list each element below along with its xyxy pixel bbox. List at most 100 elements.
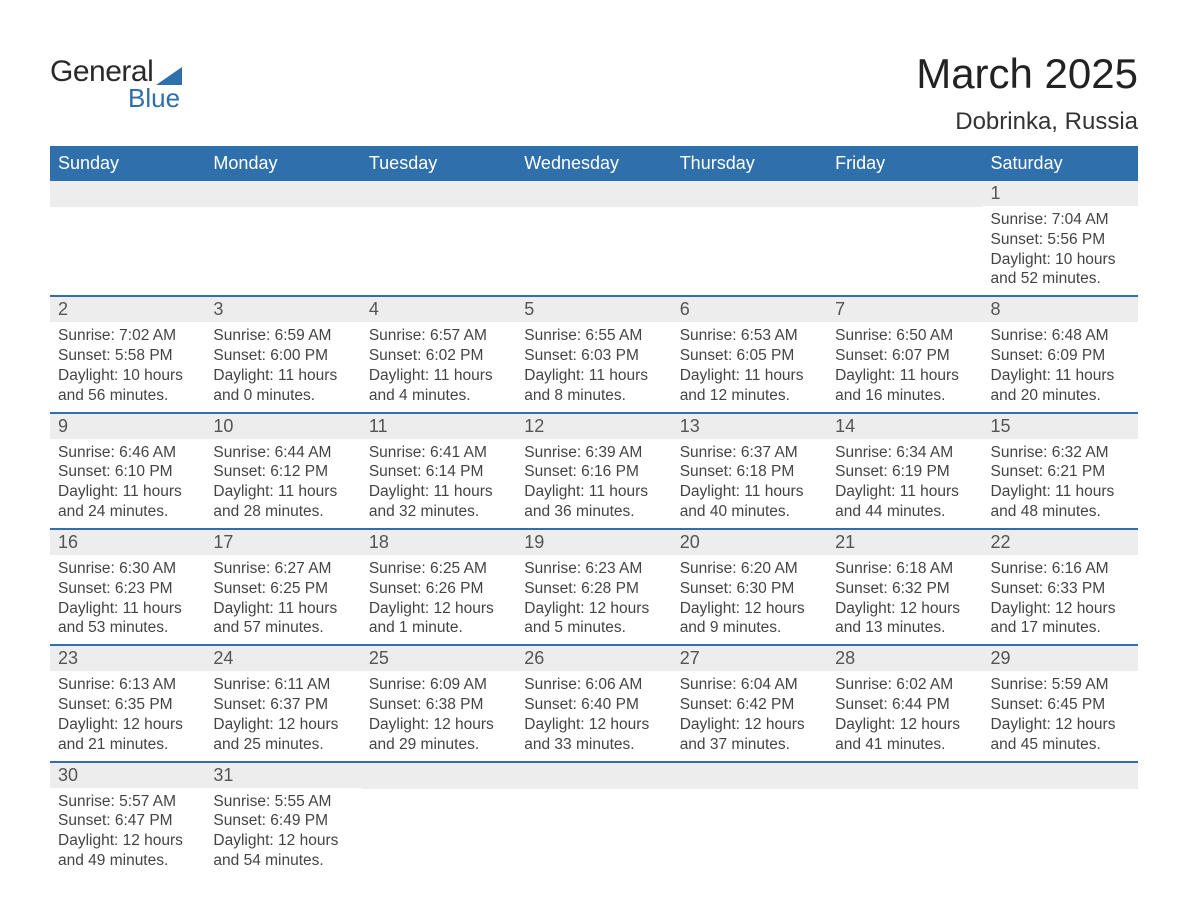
day-details: Sunrise: 6:23 AMSunset: 6:28 PMDaylight:… [516, 555, 671, 644]
day-number: 31 [205, 763, 360, 788]
calendar-cell: 30Sunrise: 5:57 AMSunset: 6:47 PMDayligh… [50, 763, 205, 877]
sunrise-text: Sunrise: 6:53 AM [680, 326, 819, 346]
day-number: 14 [827, 414, 982, 439]
calendar-cell: 29Sunrise: 5:59 AMSunset: 6:45 PMDayligh… [983, 646, 1138, 760]
calendar-cell [827, 763, 982, 877]
daylight-line1: Daylight: 12 hours [213, 715, 352, 735]
calendar-cell: 17Sunrise: 6:27 AMSunset: 6:25 PMDayligh… [205, 530, 360, 644]
daylight-line1: Daylight: 11 hours [58, 599, 197, 619]
sunset-text: Sunset: 6:16 PM [524, 462, 663, 482]
calendar-cell: 16Sunrise: 6:30 AMSunset: 6:23 PMDayligh… [50, 530, 205, 644]
daylight-line2: and 29 minutes. [369, 735, 508, 755]
day-details: Sunrise: 6:02 AMSunset: 6:44 PMDaylight:… [827, 671, 982, 760]
day-number [516, 181, 671, 207]
daylight-line1: Daylight: 11 hours [835, 366, 974, 386]
daylight-line2: and 24 minutes. [58, 502, 197, 522]
daylight-line2: and 28 minutes. [213, 502, 352, 522]
calendar-cell: 28Sunrise: 6:02 AMSunset: 6:44 PMDayligh… [827, 646, 982, 760]
calendar-cell: 12Sunrise: 6:39 AMSunset: 6:16 PMDayligh… [516, 414, 671, 528]
calendar-cell [672, 181, 827, 295]
daylight-line2: and 49 minutes. [58, 851, 197, 871]
sunset-text: Sunset: 6:00 PM [213, 346, 352, 366]
day-details: Sunrise: 6:06 AMSunset: 6:40 PMDaylight:… [516, 671, 671, 760]
sunrise-text: Sunrise: 6:27 AM [213, 559, 352, 579]
daylight-line1: Daylight: 10 hours [991, 250, 1130, 270]
calendar-week: 1Sunrise: 7:04 AMSunset: 5:56 PMDaylight… [50, 181, 1138, 297]
sunset-text: Sunset: 6:14 PM [369, 462, 508, 482]
daylight-line1: Daylight: 12 hours [835, 599, 974, 619]
header: General Blue March 2025 Dobrinka, Russia [50, 30, 1138, 136]
sunrise-text: Sunrise: 6:37 AM [680, 443, 819, 463]
calendar-cell: 14Sunrise: 6:34 AMSunset: 6:19 PMDayligh… [827, 414, 982, 528]
daylight-line2: and 53 minutes. [58, 618, 197, 638]
weekday-header: Thursday [672, 146, 827, 181]
day-number [983, 763, 1138, 789]
day-number: 6 [672, 297, 827, 322]
daylight-line2: and 12 minutes. [680, 386, 819, 406]
brand-logo: General Blue [50, 55, 182, 114]
day-number: 26 [516, 646, 671, 671]
daylight-line1: Daylight: 12 hours [991, 599, 1130, 619]
sunset-text: Sunset: 5:58 PM [58, 346, 197, 366]
day-number: 11 [361, 414, 516, 439]
day-details: Sunrise: 6:13 AMSunset: 6:35 PMDaylight:… [50, 671, 205, 760]
calendar-cell [672, 763, 827, 877]
day-details: Sunrise: 5:59 AMSunset: 6:45 PMDaylight:… [983, 671, 1138, 760]
sunrise-text: Sunrise: 6:55 AM [524, 326, 663, 346]
daylight-line1: Daylight: 11 hours [213, 482, 352, 502]
calendar-cell: 31Sunrise: 5:55 AMSunset: 6:49 PMDayligh… [205, 763, 360, 877]
sunset-text: Sunset: 6:02 PM [369, 346, 508, 366]
sunrise-text: Sunrise: 6:39 AM [524, 443, 663, 463]
calendar-cell [516, 763, 671, 877]
day-number: 30 [50, 763, 205, 788]
weekday-header-row: SundayMondayTuesdayWednesdayThursdayFrid… [50, 146, 1138, 181]
daylight-line2: and 0 minutes. [213, 386, 352, 406]
daylight-line1: Daylight: 11 hours [58, 482, 197, 502]
weekday-header: Monday [205, 146, 360, 181]
day-details: Sunrise: 7:02 AMSunset: 5:58 PMDaylight:… [50, 322, 205, 411]
calendar-cell [361, 181, 516, 295]
sunset-text: Sunset: 6:33 PM [991, 579, 1130, 599]
sunset-text: Sunset: 6:09 PM [991, 346, 1130, 366]
weekday-header: Saturday [983, 146, 1138, 181]
weekday-header: Tuesday [361, 146, 516, 181]
sunrise-text: Sunrise: 6:18 AM [835, 559, 974, 579]
daylight-line2: and 44 minutes. [835, 502, 974, 522]
day-details: Sunrise: 6:11 AMSunset: 6:37 PMDaylight:… [205, 671, 360, 760]
location-label: Dobrinka, Russia [916, 108, 1138, 136]
weeks-container: 1Sunrise: 7:04 AMSunset: 5:56 PMDaylight… [50, 181, 1138, 877]
calendar-cell: 5Sunrise: 6:55 AMSunset: 6:03 PMDaylight… [516, 297, 671, 411]
sunrise-text: Sunrise: 6:46 AM [58, 443, 197, 463]
sunrise-text: Sunrise: 6:30 AM [58, 559, 197, 579]
daylight-line1: Daylight: 12 hours [680, 715, 819, 735]
daylight-line1: Daylight: 10 hours [58, 366, 197, 386]
daylight-line1: Daylight: 12 hours [369, 599, 508, 619]
sunrise-text: Sunrise: 7:02 AM [58, 326, 197, 346]
day-details: Sunrise: 6:34 AMSunset: 6:19 PMDaylight:… [827, 439, 982, 528]
sunrise-text: Sunrise: 5:59 AM [991, 675, 1130, 695]
day-number [672, 181, 827, 207]
calendar-cell: 3Sunrise: 6:59 AMSunset: 6:00 PMDaylight… [205, 297, 360, 411]
sunset-text: Sunset: 6:32 PM [835, 579, 974, 599]
daylight-line1: Daylight: 11 hours [524, 366, 663, 386]
sunrise-text: Sunrise: 6:41 AM [369, 443, 508, 463]
daylight-line2: and 17 minutes. [991, 618, 1130, 638]
day-details: Sunrise: 6:55 AMSunset: 6:03 PMDaylight:… [516, 322, 671, 411]
calendar-cell [205, 181, 360, 295]
daylight-line2: and 25 minutes. [213, 735, 352, 755]
daylight-line2: and 45 minutes. [991, 735, 1130, 755]
day-number: 2 [50, 297, 205, 322]
day-number: 23 [50, 646, 205, 671]
day-number [827, 181, 982, 207]
day-number: 19 [516, 530, 671, 555]
calendar-cell [827, 181, 982, 295]
daylight-line1: Daylight: 12 hours [213, 831, 352, 851]
daylight-line2: and 52 minutes. [991, 269, 1130, 289]
day-number: 9 [50, 414, 205, 439]
calendar-week: 23Sunrise: 6:13 AMSunset: 6:35 PMDayligh… [50, 646, 1138, 762]
sunrise-text: Sunrise: 6:06 AM [524, 675, 663, 695]
daylight-line1: Daylight: 12 hours [835, 715, 974, 735]
day-number: 13 [672, 414, 827, 439]
daylight-line1: Daylight: 11 hours [213, 599, 352, 619]
daylight-line2: and 5 minutes. [524, 618, 663, 638]
